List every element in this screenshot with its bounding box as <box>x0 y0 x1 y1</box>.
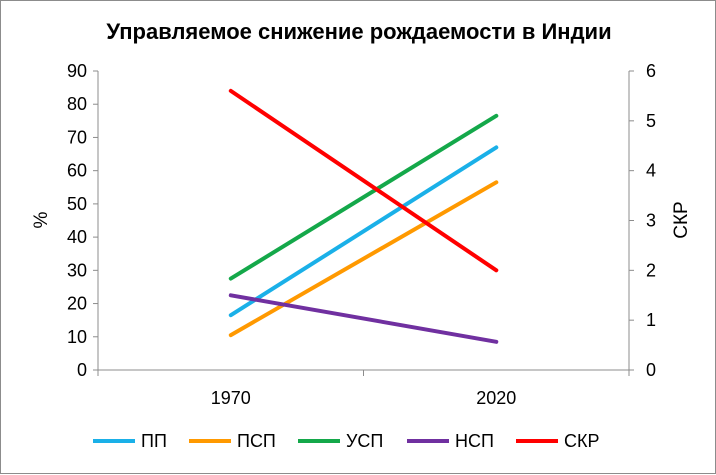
legend-label: ПСП <box>237 431 276 451</box>
left-tick-label: 50 <box>67 194 87 214</box>
left-tick-label: 60 <box>67 161 87 181</box>
chart-title: Управляемое снижение рождаемости в Индии <box>106 19 611 44</box>
left-tick-label: 90 <box>67 61 87 81</box>
legend-label: ПП <box>141 431 167 451</box>
left-tick-label: 20 <box>67 294 87 314</box>
right-axis-title: СКР <box>671 201 692 238</box>
left-tick-label: 0 <box>77 360 87 380</box>
series-line-УСП <box>228 113 499 281</box>
axes <box>97 71 630 371</box>
x-tick-label: 2020 <box>476 388 516 408</box>
series-lines <box>228 88 499 344</box>
right-tick-label: 0 <box>646 360 656 380</box>
x-tick-label: 1970 <box>211 388 251 408</box>
legend-label: СКР <box>564 431 600 451</box>
right-tick-label: 5 <box>646 111 656 131</box>
right-tick-label: 2 <box>646 260 656 280</box>
series-line-ПСП <box>228 180 499 338</box>
right-tick-label: 4 <box>646 161 656 181</box>
series-line-СКР <box>228 88 499 273</box>
left-tick-label: 30 <box>67 260 87 280</box>
series-line-НСП <box>228 293 499 344</box>
right-tick-label: 1 <box>646 310 656 330</box>
right-tick-label: 6 <box>646 61 656 81</box>
left-tick-label: 80 <box>67 94 87 114</box>
x-axis-ticks: 1970 2020 <box>97 370 630 408</box>
series-line-ПП <box>228 145 499 318</box>
left-tick-label: 10 <box>67 327 87 347</box>
legend-label: НСП <box>455 431 494 451</box>
legend: ПП ПСП УСП НСП СКР <box>93 431 600 451</box>
left-tick-label: 40 <box>67 227 87 247</box>
legend-label: УСП <box>346 431 383 451</box>
left-axis-title: % <box>31 211 52 228</box>
right-tick-label: 3 <box>646 211 656 231</box>
right-axis-ticks: 0 1 2 3 4 5 6 <box>629 61 656 380</box>
left-tick-label: 70 <box>67 127 87 147</box>
left-axis-ticks: 0 10 20 30 40 50 60 70 80 90 <box>67 61 98 380</box>
